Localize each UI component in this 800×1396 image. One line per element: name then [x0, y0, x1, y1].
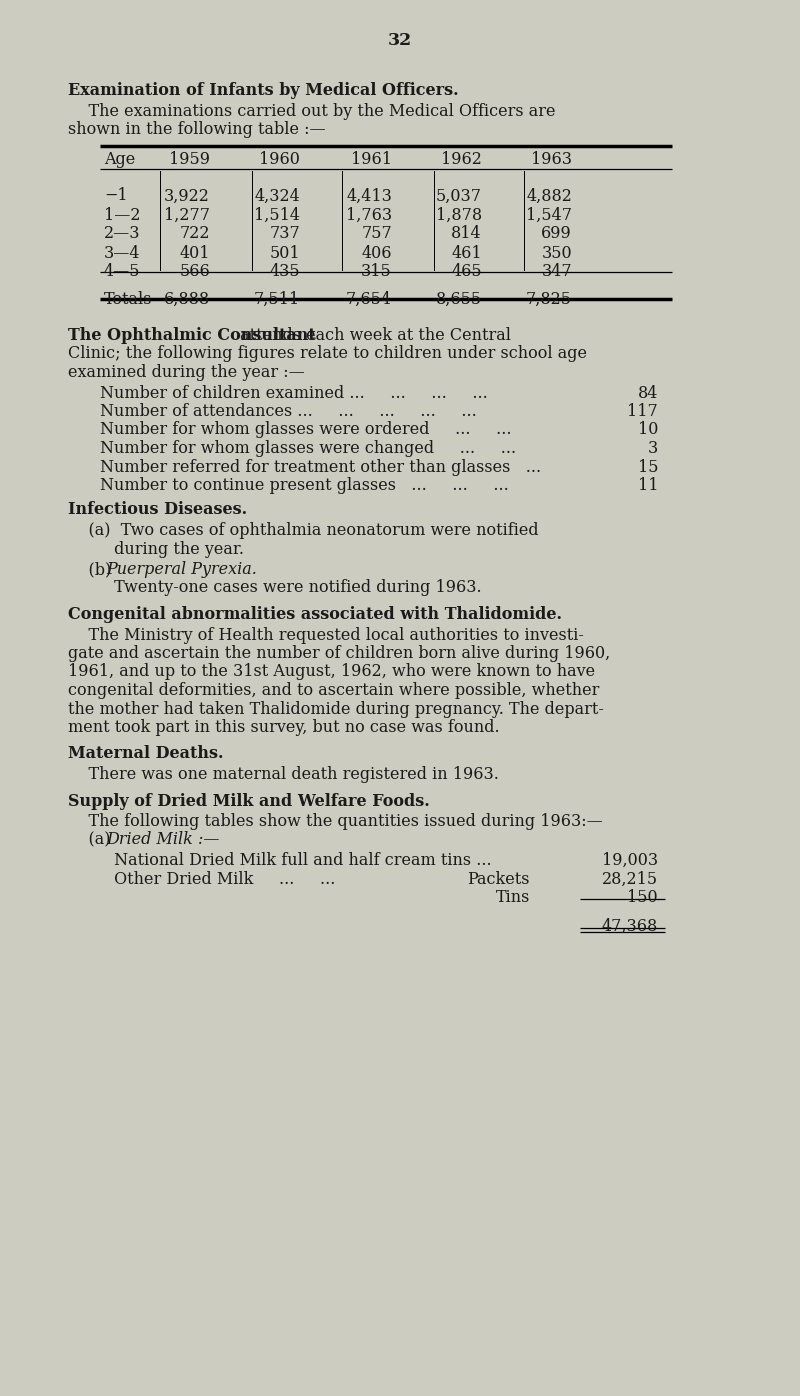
Text: Congenital abnormalities associated with Thalidomide.: Congenital abnormalities associated with… — [68, 606, 562, 623]
Text: 1963: 1963 — [531, 152, 572, 169]
Text: 461: 461 — [451, 244, 482, 261]
Text: (a)  Two cases of ophthalmia neonatorum were notified: (a) Two cases of ophthalmia neonatorum w… — [68, 522, 538, 539]
Text: Age: Age — [104, 152, 135, 169]
Text: 7,511: 7,511 — [254, 290, 300, 307]
Text: 406: 406 — [362, 244, 392, 261]
Text: 1960: 1960 — [259, 152, 300, 169]
Text: 4—5: 4—5 — [104, 264, 141, 281]
Text: 47,368: 47,368 — [602, 917, 658, 934]
Text: 11: 11 — [638, 477, 658, 494]
Text: Clinic; the following figures relate to children under school age: Clinic; the following figures relate to … — [68, 345, 587, 363]
Text: 8,655: 8,655 — [436, 290, 482, 307]
Text: 4,324: 4,324 — [254, 187, 300, 204]
Text: Maternal Deaths.: Maternal Deaths. — [68, 745, 223, 762]
Text: Puerperal Pyrexia.: Puerperal Pyrexia. — [106, 561, 257, 578]
Text: (b): (b) — [68, 561, 122, 578]
Text: 315: 315 — [362, 264, 392, 281]
Text: Number referred for treatment other than glasses   ...: Number referred for treatment other than… — [100, 458, 541, 476]
Text: Supply of Dried Milk and Welfare Foods.: Supply of Dried Milk and Welfare Foods. — [68, 793, 430, 810]
Text: 150: 150 — [627, 889, 658, 906]
Text: 435: 435 — [270, 264, 300, 281]
Text: ment took part in this survey, but no case was found.: ment took part in this survey, but no ca… — [68, 719, 500, 736]
Text: Number of attendances ...     ...     ...     ...     ...: Number of attendances ... ... ... ... ..… — [100, 403, 477, 420]
Text: Number to continue present glasses   ...     ...     ...: Number to continue present glasses ... .… — [100, 477, 509, 494]
Text: gate and ascertain the number of children born alive during 1960,: gate and ascertain the number of childre… — [68, 645, 610, 662]
Text: 1,547: 1,547 — [526, 207, 572, 223]
Text: (a): (a) — [68, 832, 121, 849]
Text: 7,654: 7,654 — [346, 290, 392, 307]
Text: congenital deformities, and to ascertain where possible, whether: congenital deformities, and to ascertain… — [68, 683, 599, 699]
Text: 4,882: 4,882 — [526, 187, 572, 204]
Text: 401: 401 — [179, 244, 210, 261]
Text: 1961: 1961 — [351, 152, 392, 169]
Text: National Dried Milk full and half cream tins ...: National Dried Milk full and half cream … — [68, 852, 492, 868]
Text: Tins: Tins — [496, 889, 530, 906]
Text: 3: 3 — [648, 440, 658, 456]
Text: 6,888: 6,888 — [164, 290, 210, 307]
Text: Number of children examined ...     ...     ...     ...: Number of children examined ... ... ... … — [100, 384, 488, 402]
Text: during the year.: during the year. — [68, 540, 244, 557]
Text: 28,215: 28,215 — [602, 871, 658, 888]
Text: attends each week at the Central: attends each week at the Central — [235, 327, 511, 343]
Text: 3,922: 3,922 — [164, 187, 210, 204]
Text: Dried Milk :—: Dried Milk :— — [106, 832, 219, 849]
Text: 1961, and up to the 31st August, 1962, who were known to have: 1961, and up to the 31st August, 1962, w… — [68, 663, 595, 680]
Text: −1: −1 — [104, 187, 128, 204]
Text: 32: 32 — [388, 32, 412, 49]
Text: 1,878: 1,878 — [436, 207, 482, 223]
Text: 117: 117 — [627, 403, 658, 420]
Text: shown in the following table :—: shown in the following table :— — [68, 121, 326, 138]
Text: Totals: Totals — [104, 290, 153, 307]
Text: examined during the year :—: examined during the year :— — [68, 364, 305, 381]
Text: 350: 350 — [542, 244, 572, 261]
Text: 757: 757 — [362, 226, 392, 243]
Text: 4,413: 4,413 — [346, 187, 392, 204]
Text: Other Dried Milk     ...     ...: Other Dried Milk ... ... — [68, 871, 335, 888]
Text: 1959: 1959 — [169, 152, 210, 169]
Text: 19,003: 19,003 — [602, 852, 658, 868]
Text: There was one maternal death registered in 1963.: There was one maternal death registered … — [68, 766, 499, 783]
Text: 84: 84 — [638, 384, 658, 402]
Text: 1962: 1962 — [441, 152, 482, 169]
Text: 722: 722 — [179, 226, 210, 243]
Text: 10: 10 — [638, 422, 658, 438]
Text: The Ophthalmic Consultant: The Ophthalmic Consultant — [68, 327, 316, 343]
Text: 15: 15 — [638, 458, 658, 476]
Text: 737: 737 — [270, 226, 300, 243]
Text: 347: 347 — [542, 264, 572, 281]
Text: Twenty-one cases were notified during 1963.: Twenty-one cases were notified during 19… — [68, 579, 482, 596]
Text: The examinations carried out by the Medical Officers are: The examinations carried out by the Medi… — [68, 102, 555, 120]
Text: 1,277: 1,277 — [164, 207, 210, 223]
Text: 7,825: 7,825 — [526, 290, 572, 307]
Text: 699: 699 — [542, 226, 572, 243]
Text: 3—4: 3—4 — [104, 244, 141, 261]
Text: Packets: Packets — [467, 871, 530, 888]
Text: 1—2: 1—2 — [104, 207, 141, 223]
Text: Examination of Infants by Medical Officers.: Examination of Infants by Medical Office… — [68, 82, 458, 99]
Text: The Ministry of Health requested local authorities to investi-: The Ministry of Health requested local a… — [68, 627, 584, 644]
Text: The following tables show the quantities issued during 1963:—: The following tables show the quantities… — [68, 812, 602, 831]
Text: Number for whom glasses were changed     ...     ...: Number for whom glasses were changed ...… — [100, 440, 516, 456]
Text: Infectious Diseases.: Infectious Diseases. — [68, 501, 247, 518]
Text: the mother had taken Thalidomide during pregnancy. The depart-: the mother had taken Thalidomide during … — [68, 701, 604, 718]
Text: 814: 814 — [451, 226, 482, 243]
Text: 1,514: 1,514 — [254, 207, 300, 223]
Text: 465: 465 — [451, 264, 482, 281]
Text: 5,037: 5,037 — [436, 187, 482, 204]
Text: 2—3: 2—3 — [104, 226, 141, 243]
Text: 501: 501 — [270, 244, 300, 261]
Text: 1,763: 1,763 — [346, 207, 392, 223]
Text: 566: 566 — [179, 264, 210, 281]
Text: Number for whom glasses were ordered     ...     ...: Number for whom glasses were ordered ...… — [100, 422, 511, 438]
